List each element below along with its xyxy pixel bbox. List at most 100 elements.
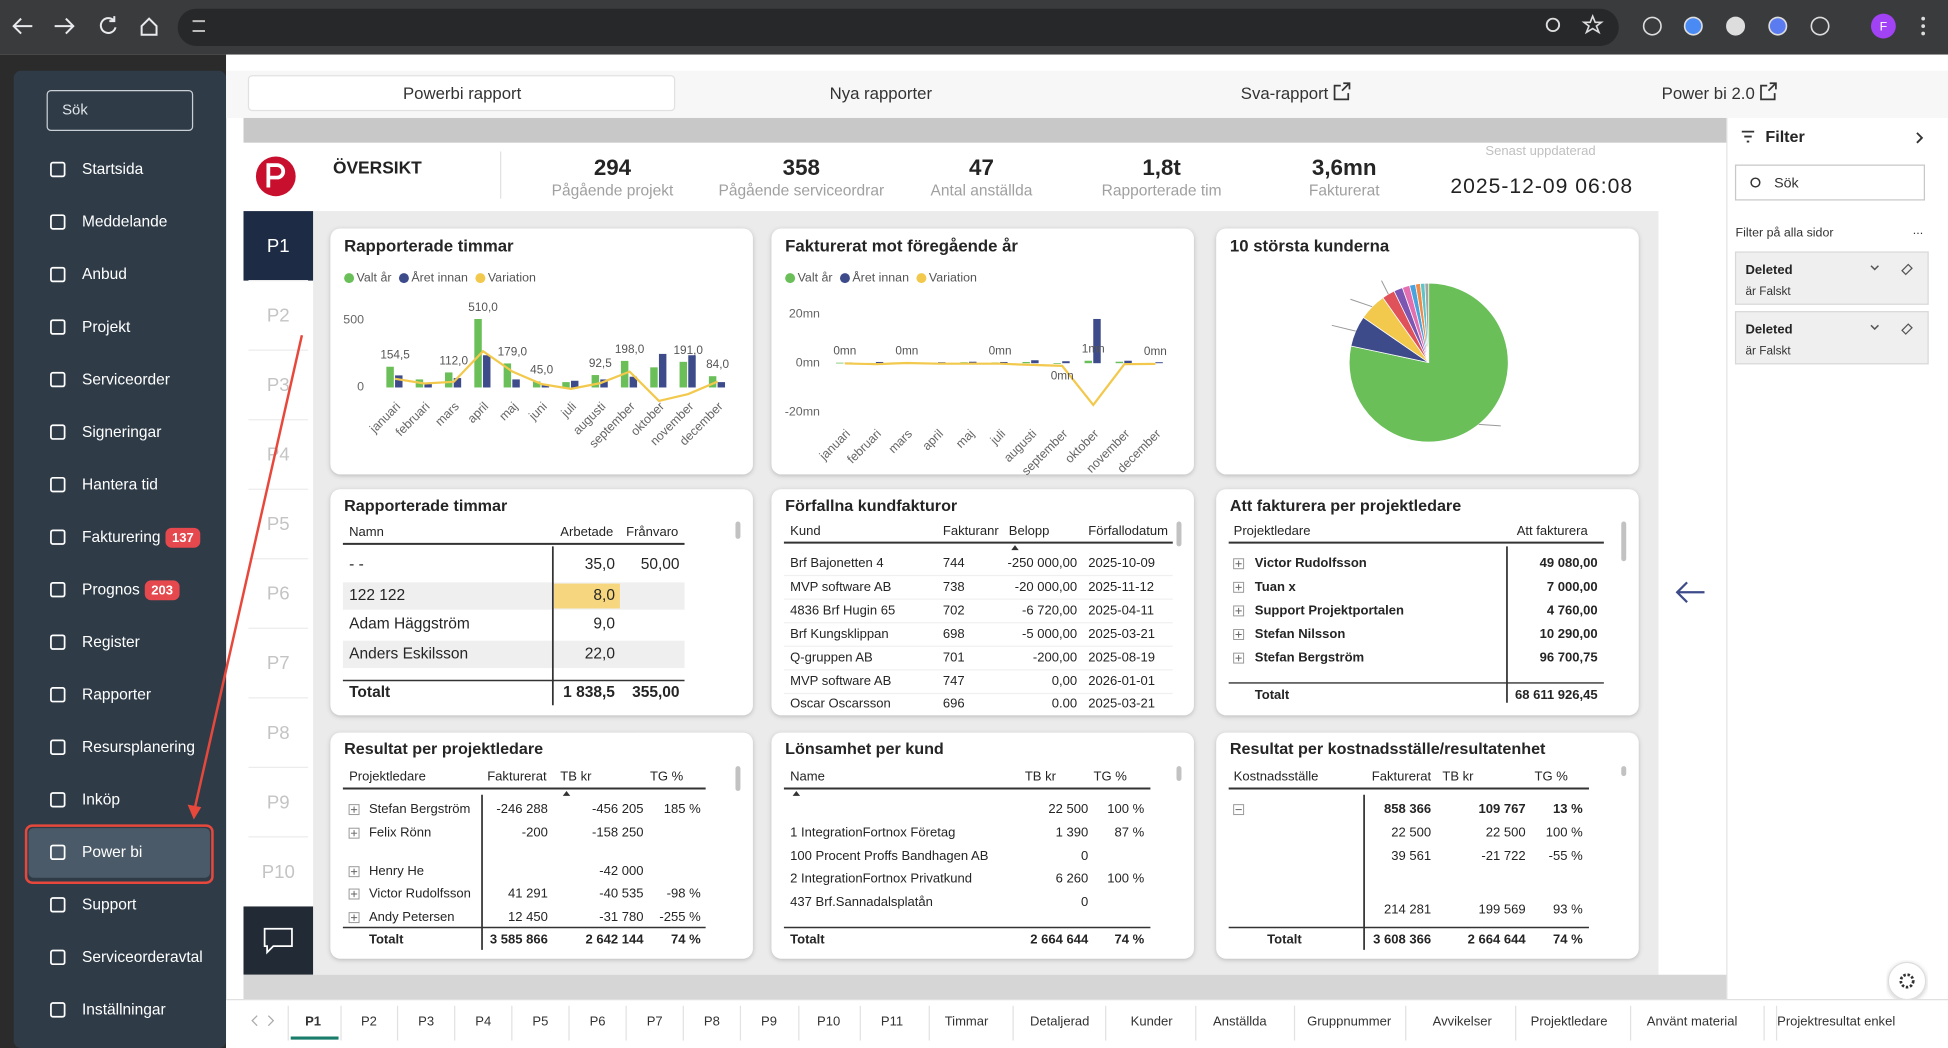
table-cell: 7 000,00: [1547, 579, 1598, 594]
page-tab[interactable]: P10: [817, 1013, 840, 1028]
page-tab[interactable]: Gruppnummer: [1307, 1013, 1392, 1028]
sidebar-item[interactable]: Resursplanering: [82, 739, 195, 756]
page-nav-active[interactable]: [243, 211, 314, 281]
page-tab[interactable]: P5: [532, 1013, 548, 1028]
extension-icon[interactable]: [1726, 16, 1746, 36]
sidebar-item[interactable]: Hantera tid: [82, 476, 158, 493]
page-tab[interactable]: P3: [418, 1013, 434, 1028]
settings-button[interactable]: [1887, 961, 1927, 1001]
page-nav-item[interactable]: P5: [267, 513, 290, 534]
bar: [969, 361, 977, 364]
page-tab[interactable]: P4: [475, 1013, 491, 1028]
sidebar-item[interactable]: Fakturering: [82, 529, 161, 546]
sidebar-item[interactable]: Inställningar: [82, 1002, 166, 1019]
table-cell: 0: [1081, 848, 1088, 863]
extension-icon[interactable]: [1683, 16, 1703, 36]
kpi-value: 47: [969, 155, 994, 180]
table-cell: 22 500: [1048, 801, 1088, 816]
page-tab[interactable]: P2: [361, 1013, 377, 1028]
sidebar-item[interactable]: Prognos: [82, 581, 140, 598]
leader-line: [1350, 298, 1373, 308]
table-cell: Victor Rudolfsson: [369, 885, 471, 900]
page-nav-item[interactable]: P3: [267, 374, 290, 395]
sidebar-item[interactable]: Inköp: [82, 791, 120, 808]
nav-arrow: [12, 17, 33, 35]
sidebar-item-active[interactable]: [28, 828, 210, 878]
page-nav-item[interactable]: P1: [267, 235, 290, 256]
table-cell: 4836 Brf Hugin 65: [790, 602, 895, 617]
page-nav-item[interactable]: P8: [267, 722, 290, 743]
bar: [503, 363, 512, 388]
page-nav-item[interactable]: P7: [267, 652, 290, 673]
column-header: TB kr: [560, 769, 592, 784]
table-total: Totalt: [1267, 931, 1302, 946]
table-cell: 199 569: [1478, 902, 1525, 917]
page-nav-item[interactable]: P6: [267, 583, 290, 604]
page-nav-item[interactable]: P9: [267, 791, 290, 812]
page-tab[interactable]: P9: [761, 1013, 777, 1028]
column-header: TB kr: [1442, 769, 1474, 784]
chat-button[interactable]: [243, 906, 314, 975]
data-label: 198,0: [615, 343, 645, 356]
filter-more[interactable]: ...: [1913, 223, 1923, 237]
tab[interactable]: Sva-rapport: [1241, 84, 1329, 103]
page-nav-item[interactable]: P10: [262, 861, 295, 882]
bar: [1053, 363, 1061, 364]
page-tab[interactable]: Anställda: [1213, 1013, 1267, 1028]
page-tab[interactable]: P6: [590, 1013, 606, 1028]
filter-card[interactable]: [1734, 311, 1929, 365]
table-cell: 49 080,00: [1540, 555, 1598, 570]
sidebar-item[interactable]: Signeringar: [82, 424, 161, 441]
sidebar-item[interactable]: Register: [82, 634, 140, 651]
extension-icon[interactable]: [1768, 16, 1788, 36]
page-tab[interactable]: P1: [305, 1013, 321, 1028]
table-cell: 50,00: [641, 556, 680, 573]
sidebar-item[interactable]: Projekt: [82, 319, 131, 336]
page-tab[interactable]: Kunder: [1131, 1013, 1174, 1028]
address-bar[interactable]: [177, 8, 1619, 46]
page-tab[interactable]: Använt material: [1647, 1013, 1738, 1028]
extension-icon[interactable]: [1642, 16, 1662, 36]
page-tab[interactable]: Projektledare: [1531, 1013, 1608, 1028]
page-nav-item[interactable]: P2: [267, 305, 290, 326]
page-nav-item[interactable]: P4: [267, 444, 290, 465]
sidebar-item[interactable]: Rapporter: [82, 686, 151, 703]
filter-scope: Filter på alla sidor: [1736, 226, 1834, 240]
page-tab[interactable]: P11: [881, 1013, 903, 1028]
bar: [532, 381, 541, 388]
page-tab[interactable]: Timmar: [945, 1013, 989, 1028]
page-tab[interactable]: Projektresultat enkel: [1777, 1013, 1895, 1028]
sidebar-item[interactable]: Startsida: [82, 161, 144, 178]
search-icon: [1750, 177, 1761, 188]
sidebar-item[interactable]: Serviceorderavtal: [82, 949, 203, 966]
profile-avatar[interactable]: [1870, 13, 1896, 39]
extension-icon[interactable]: [1810, 16, 1830, 36]
table-cell: 858 366: [1384, 801, 1431, 816]
bar: [1124, 360, 1132, 364]
sidebar-item[interactable]: Meddelande: [82, 214, 167, 231]
sidebar-icon: [50, 214, 66, 230]
bar: [658, 353, 667, 388]
star-icon: [1581, 13, 1604, 35]
table-cell: -255 %: [659, 909, 701, 924]
tab[interactable]: Power bi 2.0: [1662, 84, 1755, 103]
sidebar-item[interactable]: Serviceorder: [82, 371, 170, 388]
sidebar-search[interactable]: [46, 90, 194, 131]
page-tab[interactable]: P8: [704, 1013, 720, 1028]
kpi-value: 294: [594, 155, 632, 180]
page-tab[interactable]: Detaljerad: [1030, 1013, 1089, 1028]
filter-card[interactable]: [1734, 251, 1929, 305]
sidebar-item[interactable]: Power bi: [82, 844, 142, 861]
filter-search[interactable]: [1734, 164, 1926, 201]
sidebar-item[interactable]: Support: [82, 897, 137, 914]
h-scrollbar: [243, 974, 1727, 1000]
sidebar-icon: [50, 687, 66, 703]
page-tab[interactable]: P7: [647, 1013, 663, 1028]
filter-condition: är Falskt: [1745, 285, 1791, 298]
page-tab[interactable]: Avvikelser: [1433, 1013, 1493, 1028]
expand-sign: [1235, 584, 1242, 591]
tab[interactable]: Powerbi rapport: [403, 84, 522, 103]
sidebar-item[interactable]: Anbud: [82, 266, 127, 283]
v-scroll-thumb: [735, 766, 741, 791]
tab[interactable]: Nya rapporter: [830, 84, 933, 103]
